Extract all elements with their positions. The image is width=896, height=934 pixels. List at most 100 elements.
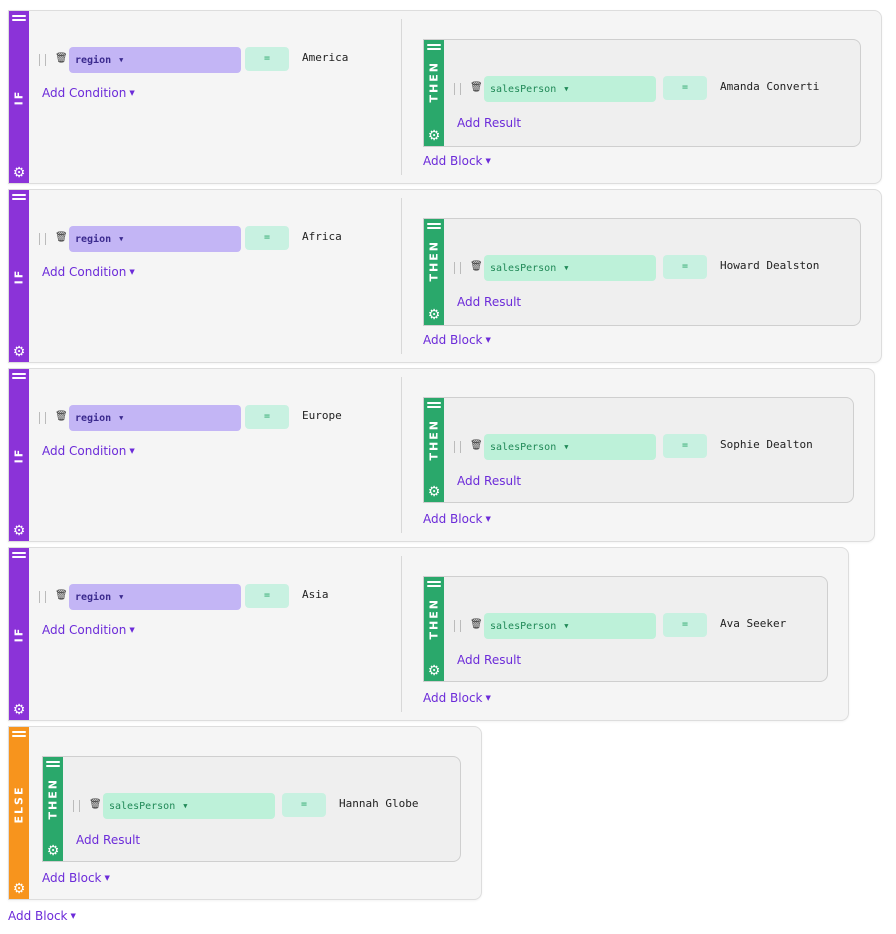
drag-menu-icon[interactable] [12,731,26,739]
result-field-select[interactable]: salesPerson ▼ [484,76,656,102]
drag-menu-icon[interactable] [427,44,441,52]
drag-menu-icon[interactable] [12,552,26,560]
operator-select[interactable]: = [663,434,707,458]
add-result-link[interactable]: Add Result [457,653,522,667]
add-block-link[interactable]: Add Block ▼ [423,691,491,705]
trash-icon[interactable]: 🗑 [470,82,483,93]
result-field-select[interactable]: salesPerson ▼ [484,613,656,639]
trash-icon[interactable]: 🗑 [470,261,483,272]
condition-value[interactable]: Africa [302,230,342,243]
add-result-link[interactable]: Add Result [457,295,522,309]
trash-icon[interactable]: 🗑 [89,799,102,810]
gear-icon[interactable]: ⚙ [427,484,441,500]
then-label: THEN [427,61,441,103]
drag-handle-icon[interactable] [454,441,461,453]
trash-icon[interactable]: 🗑 [55,411,68,422]
drag-menu-icon[interactable] [427,402,441,410]
gear-icon[interactable]: ⚙ [12,881,26,897]
add-condition-link[interactable]: Add Condition ▼ [42,623,135,637]
if-strip[interactable]: IF ⚙ [9,190,29,362]
operator-select[interactable]: = [663,255,707,279]
gear-icon[interactable]: ⚙ [12,165,26,181]
result-value[interactable]: Ava Seeker [720,617,787,630]
operator-select[interactable]: = [245,47,289,71]
add-condition-link[interactable]: Add Condition ▼ [42,444,135,458]
result-value[interactable]: Howard Dealston [720,259,820,272]
add-condition-link[interactable]: Add Condition ▼ [42,86,135,100]
then-strip[interactable]: THEN ⚙ [424,219,444,325]
gear-icon[interactable]: ⚙ [427,128,441,144]
gear-icon[interactable]: ⚙ [12,344,26,360]
add-block-link[interactable]: Add Block ▼ [42,871,110,885]
condition-value[interactable]: Europe [302,409,342,422]
then-strip[interactable]: THEN ⚙ [43,757,63,861]
result-value[interactable]: Amanda Converti [720,80,820,93]
trash-icon[interactable]: 🗑 [55,590,68,601]
operator-select[interactable]: = [245,405,289,429]
result-field-select[interactable]: salesPerson ▼ [484,255,656,281]
drag-handle-icon[interactable] [454,262,461,274]
condition-field-select[interactable]: region ▼ [69,226,241,252]
add-block-link[interactable]: Add Block ▼ [423,333,491,347]
then-strip[interactable]: THEN ⚙ [424,577,444,681]
condition-field-select[interactable]: region ▼ [69,405,241,431]
then-block: THEN ⚙ 🗑 salesPerson ▼ = Hannah Globe Add… [42,756,461,862]
if-label: IF [12,447,26,464]
gear-icon[interactable]: ⚙ [12,523,26,539]
if-strip[interactable]: IF ⚙ [9,548,29,720]
condition-field-select[interactable]: region ▼ [69,47,241,73]
if-strip[interactable]: IF ⚙ [9,11,29,183]
drag-handle-icon[interactable] [39,233,46,245]
trash-icon[interactable]: 🗑 [470,619,483,630]
drag-handle-icon[interactable] [454,620,461,632]
drag-handle-icon[interactable] [454,83,461,95]
divider [401,556,402,712]
result-value[interactable]: Sophie Dealton [720,438,813,451]
if-block-2: IF ⚙ 🗑 region ▼ = Africa Add Condition ▼ T… [8,189,882,363]
drag-menu-icon[interactable] [427,581,441,589]
gear-icon[interactable]: ⚙ [427,307,441,323]
operator-select[interactable]: = [245,226,289,250]
drag-handle-icon[interactable] [39,591,46,603]
condition-field-select[interactable]: region ▼ [69,584,241,610]
drag-menu-icon[interactable] [46,761,60,769]
else-strip[interactable]: ELSE ⚙ [9,727,29,899]
result-field-select[interactable]: salesPerson ▼ [484,434,656,460]
add-block-link[interactable]: Add Block ▼ [423,512,491,526]
gear-icon[interactable]: ⚙ [12,702,26,718]
add-block-link[interactable]: Add Block ▼ [423,154,491,168]
add-result-link[interactable]: Add Result [457,116,522,130]
add-block-link-root[interactable]: Add Block ▼ [8,909,76,923]
then-label: THEN [427,598,441,640]
condition-value[interactable]: America [302,51,349,64]
gear-icon[interactable]: ⚙ [46,843,60,859]
add-result-link[interactable]: Add Result [457,474,522,488]
result-value[interactable]: Hannah Globe [339,797,419,810]
operator-select[interactable]: = [245,584,289,608]
result-field-select[interactable]: salesPerson ▼ [103,793,275,819]
operator-select[interactable]: = [663,613,707,637]
drag-menu-icon[interactable] [12,15,26,23]
operator-select[interactable]: = [663,76,707,100]
drag-handle-icon[interactable] [39,54,46,66]
drag-menu-icon[interactable] [12,194,26,202]
then-strip[interactable]: THEN ⚙ [424,398,444,502]
then-strip[interactable]: THEN ⚙ [424,40,444,146]
add-result-link[interactable]: Add Result [76,833,141,847]
result-row: 🗑 salesPerson ▼ = Ava Seeker [452,613,822,639]
then-label: THEN [427,240,441,282]
if-strip[interactable]: IF ⚙ [9,369,29,541]
trash-icon[interactable]: 🗑 [470,440,483,451]
condition-value[interactable]: Asia [302,588,329,601]
drag-handle-icon[interactable] [73,800,80,812]
drag-menu-icon[interactable] [427,223,441,231]
trash-icon[interactable]: 🗑 [55,53,68,64]
operator-select[interactable]: = [282,793,326,817]
divider [401,198,402,354]
add-condition-link[interactable]: Add Condition ▼ [42,265,135,279]
gear-icon[interactable]: ⚙ [427,663,441,679]
trash-icon[interactable]: 🗑 [55,232,68,243]
then-label: THEN [427,419,441,461]
drag-handle-icon[interactable] [39,412,46,424]
drag-menu-icon[interactable] [12,373,26,381]
